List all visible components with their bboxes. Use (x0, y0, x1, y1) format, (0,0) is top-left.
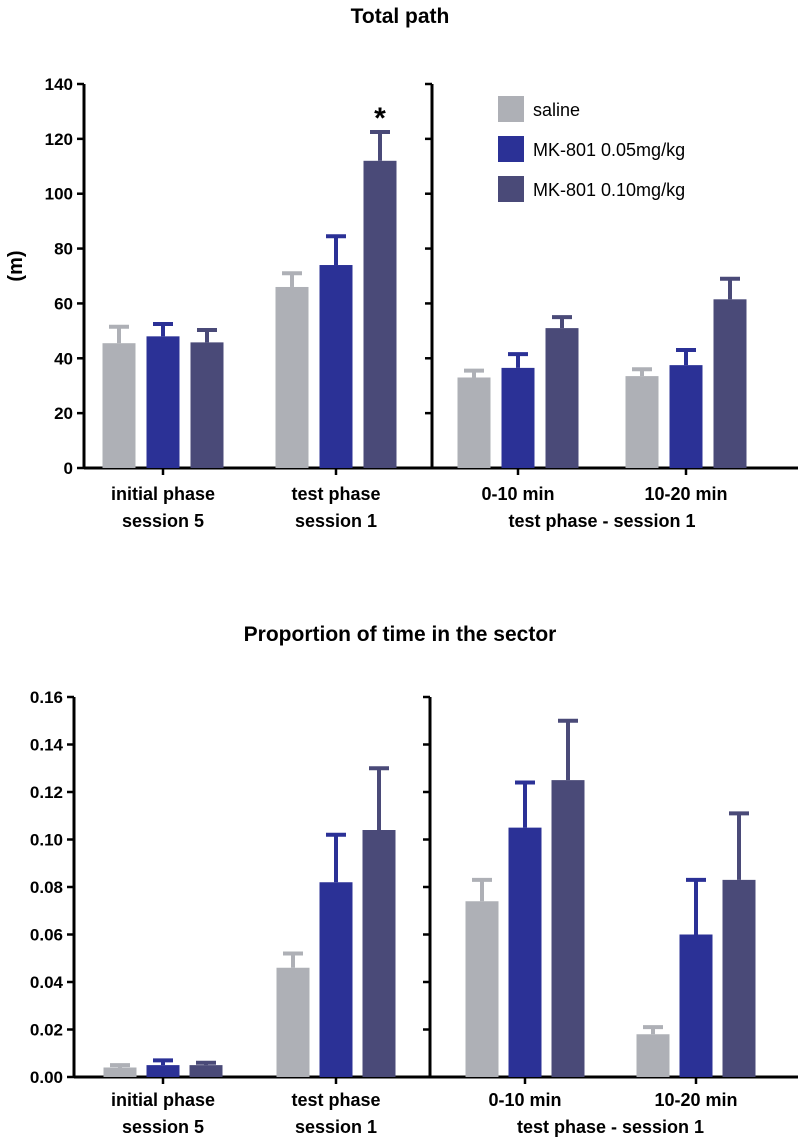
panel-group-label: test phase - session 1 (517, 1117, 704, 1137)
category-label: initial phase (111, 1090, 215, 1110)
category-label: 10-20 min (644, 484, 727, 504)
y-tick-label: 60 (54, 294, 73, 313)
y-axis-label: (m) (5, 250, 27, 281)
category-label: 0-10 min (481, 484, 554, 504)
y-tick-label: 80 (54, 240, 73, 259)
bar-4-3 (722, 879, 756, 1077)
category-label: 0-10 min (488, 1090, 561, 1110)
bar-3-1 (457, 377, 491, 468)
legend-swatch-2 (498, 136, 524, 162)
legend-swatch-1 (498, 96, 524, 122)
bar-4-2 (669, 365, 703, 468)
y-tick-label: 40 (54, 349, 73, 368)
bar-3-1 (465, 901, 499, 1077)
y-tick-label: 0.00 (30, 1068, 63, 1087)
legend-label-3: MK-801 0.10mg/kg (533, 180, 685, 200)
bar-3-2 (508, 827, 542, 1077)
bar-4-1 (625, 376, 659, 468)
y-tick-label: 140 (45, 75, 73, 94)
legend-label-2: MK-801 0.05mg/kg (533, 140, 685, 160)
y-tick-label: 20 (54, 404, 73, 423)
y-tick-label: 0.08 (30, 878, 63, 897)
category-label-line2: session 1 (295, 511, 377, 531)
category-label-line2: session 5 (122, 1117, 204, 1137)
y-tick-label: 0.02 (30, 1021, 63, 1040)
legend-swatch-3 (498, 176, 524, 202)
y-tick-label: 0.16 (30, 688, 63, 707)
chart-title: Proportion of time in the sector (244, 623, 557, 646)
bar-1-1 (102, 343, 136, 468)
bar-3-2 (501, 367, 535, 468)
bar-1-1 (103, 1067, 137, 1077)
y-tick-label: 0 (64, 459, 73, 478)
y-tick-label: 120 (45, 130, 73, 149)
chart-title: Total path (351, 5, 450, 28)
bar-1-2 (146, 1065, 180, 1077)
bar-3-3 (551, 780, 585, 1077)
y-tick-label: 0.12 (30, 783, 63, 802)
bar-1-2 (146, 336, 180, 468)
bar-2-1 (276, 967, 310, 1077)
y-tick-label: 100 (45, 185, 73, 204)
bar-1-3 (190, 342, 224, 468)
bar-4-2 (679, 934, 713, 1077)
bar-4-3 (713, 299, 747, 468)
bar-4-1 (636, 1034, 670, 1077)
bar-2-1 (275, 286, 309, 468)
bar-1-3 (189, 1065, 223, 1077)
category-label: 10-20 min (654, 1090, 737, 1110)
y-tick-label: 0.10 (30, 831, 63, 850)
bar-3-3 (545, 328, 579, 468)
category-label: test phase (291, 1090, 380, 1110)
bar-2-3 (362, 830, 396, 1077)
y-tick-label: 0.14 (30, 736, 64, 755)
legend-label-1: saline (533, 100, 580, 120)
category-label: initial phase (111, 484, 215, 504)
panel-group-label: test phase - session 1 (508, 511, 695, 531)
category-label-line2: session 1 (295, 1117, 377, 1137)
bar-2-3 (363, 160, 397, 469)
significance-marker: * (374, 102, 386, 135)
category-label: test phase (291, 484, 380, 504)
bar-2-2 (319, 882, 353, 1077)
y-tick-label: 0.04 (30, 973, 64, 992)
bar-2-2 (319, 265, 353, 468)
category-label-line2: session 5 (122, 511, 204, 531)
y-tick-label: 0.06 (30, 926, 63, 945)
